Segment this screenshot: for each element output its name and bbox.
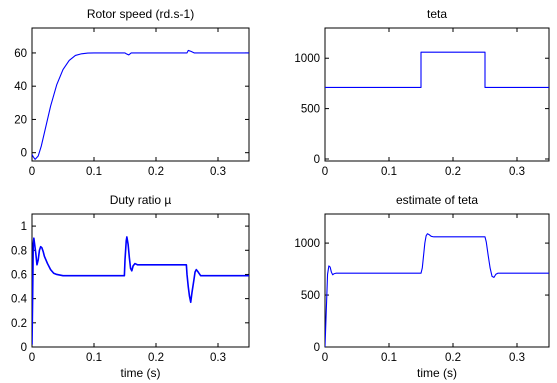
x-tick-label: 0.2 — [445, 352, 461, 364]
y-tick-label: 0 — [21, 148, 27, 160]
axes-frame — [31, 213, 250, 348]
y-tick-label: 0.6 — [11, 269, 27, 281]
y-tick-label: 0.4 — [11, 294, 28, 306]
y-tick-label: 0.8 — [11, 245, 27, 257]
rotor-speed-panel: Rotor speed (rd.s-1) 0 0.1 0.2 0.3 0 20 40 60 — [14, 7, 250, 178]
y-tick-label: 0 — [314, 342, 320, 354]
series-line — [32, 236, 249, 345]
axes-frame — [324, 27, 550, 162]
y-tick-label: 500 — [301, 104, 320, 116]
duty-ratio-title: Duty ratio µ — [110, 193, 172, 207]
x-tick-label: 0 — [29, 166, 35, 178]
x-tick-label: 0.1 — [86, 166, 102, 178]
x-tick-label: 0.3 — [509, 352, 525, 364]
teta-panel: teta 0 0.1 0.2 0.3 0 500 1000 — [294, 7, 550, 178]
series-line — [32, 49, 249, 160]
rotor-speed-title: Rotor speed (rd.s-1) — [87, 7, 194, 21]
y-tick-label: 1000 — [294, 238, 320, 250]
axes-frame — [31, 27, 250, 162]
y-tick-label: 20 — [14, 114, 27, 126]
x-tick-label: 0.2 — [148, 352, 164, 364]
estimate-of-teta-x-axis-label: time (s) — [417, 366, 457, 380]
y-tick-label: 0 — [314, 154, 320, 166]
x-tick-label: 0 — [322, 352, 328, 364]
series-line — [325, 233, 549, 347]
x-tick-label: 0.3 — [210, 352, 226, 364]
x-tick-label: 0.1 — [381, 166, 397, 178]
x-tick-label: 0 — [29, 352, 35, 364]
estimate-of-teta-title: estimate of teta — [396, 193, 478, 207]
axes-frame — [324, 213, 550, 348]
x-tick-label: 0 — [322, 166, 328, 178]
y-tick-label: 1 — [21, 221, 27, 233]
y-tick-label: 60 — [14, 48, 27, 60]
duty-ratio-x-axis-label: time (s) — [121, 366, 161, 380]
y-tick-label: 0.2 — [11, 318, 27, 330]
series-line — [325, 51, 549, 88]
x-tick-label: 0.2 — [148, 166, 164, 178]
x-tick-label: 0.1 — [86, 352, 102, 364]
teta-title: teta — [427, 7, 447, 21]
y-tick-label: 40 — [14, 81, 27, 93]
duty-ratio-panel: Duty ratio µ time (s) 0 0.1 0.2 0.3 0 0.2 0.4 0… — [11, 193, 250, 380]
y-tick-label: 1000 — [294, 53, 320, 65]
x-tick-label: 0.3 — [210, 166, 226, 178]
y-tick-label: 500 — [301, 290, 320, 302]
estimate-of-teta-panel: estimate of teta time (s) 0 0.1 0.2 0.3 0 500… — [294, 193, 550, 380]
x-tick-label: 0.1 — [381, 352, 397, 364]
x-tick-label: 0.2 — [445, 166, 461, 178]
y-tick-label: 0 — [21, 342, 27, 354]
x-tick-label: 0.3 — [509, 166, 525, 178]
